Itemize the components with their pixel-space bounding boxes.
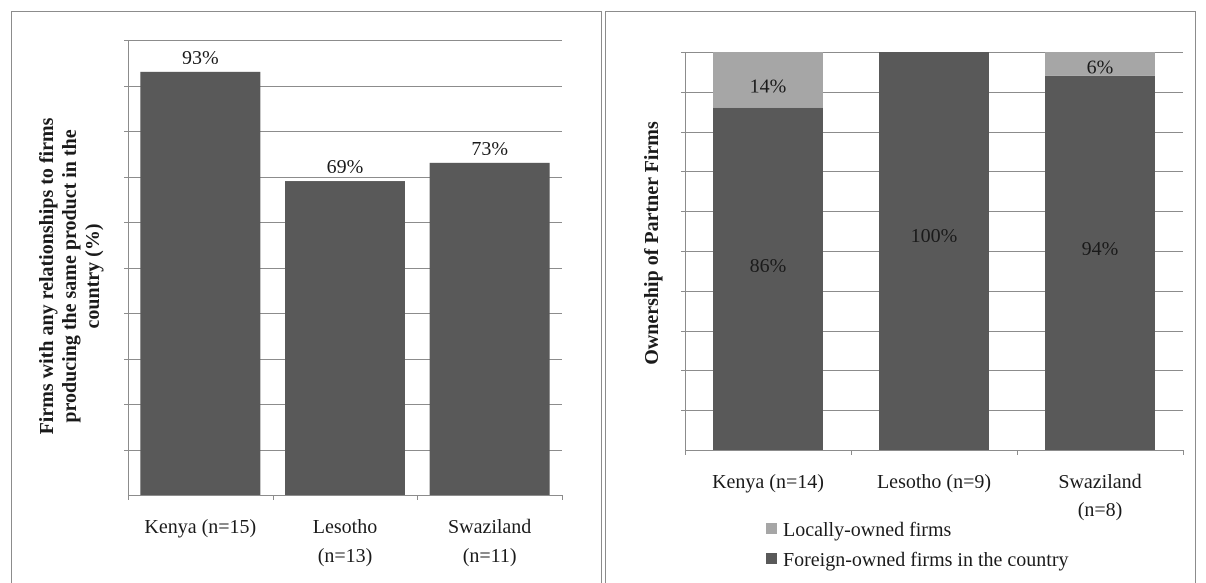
- relationships-chart: 93% Kenya (n=15) 69% Lesotho (n=13) 73% Swazil…: [11, 11, 602, 583]
- bar: [429, 162, 550, 495]
- x-tick-label: Kenya (n=14): [712, 471, 824, 493]
- x-tick-label: Lesotho (n=9): [877, 471, 991, 493]
- data-label: 69%: [327, 156, 364, 178]
- data-label: 73%: [471, 138, 508, 160]
- bar-foreign: [1045, 75, 1155, 450]
- bar-foreign: [713, 107, 823, 450]
- x-tick-label: (n=11): [463, 545, 517, 567]
- legend-swatch: [766, 523, 777, 534]
- y-axis-label: Ownership of Partner Firms: [641, 121, 663, 365]
- data-label: 100%: [911, 225, 958, 247]
- x-tick-label: (n=13): [318, 545, 373, 567]
- legend-swatch: [766, 553, 777, 564]
- data-label: 14%: [750, 75, 787, 97]
- y-axis-label-line: producing the same product in the: [59, 129, 81, 422]
- bar-local: [713, 52, 823, 108]
- y-axis-label: Firms with any relationships to firmspro…: [36, 117, 104, 434]
- x-tick-label: Swaziland: [1058, 471, 1141, 493]
- data-label: 86%: [750, 255, 787, 277]
- data-label: 94%: [1082, 238, 1119, 260]
- bar-foreign: [879, 52, 989, 450]
- x-tick-label: (n=8): [1078, 499, 1123, 521]
- legend-label: Foreign-owned firms in the country: [783, 549, 1069, 571]
- ownership-chart: 86% 14% Kenya (n=14) 100% Lesotho (n=9) 94% 6%…: [605, 11, 1196, 583]
- data-label: 93%: [182, 47, 219, 69]
- bar: [140, 71, 261, 495]
- x-tick-label: Swaziland: [448, 516, 531, 538]
- y-axis-label-line: country (%): [82, 224, 104, 329]
- x-tick-label: Kenya (n=15): [144, 516, 256, 538]
- bar-local: [1045, 52, 1155, 76]
- x-tick-label: Lesotho: [313, 516, 377, 538]
- data-label: 6%: [1087, 56, 1114, 78]
- bar: [285, 181, 405, 496]
- y-axis-label-line: Firms with any relationships to firms: [36, 117, 58, 434]
- legend-label: Locally-owned firms: [783, 519, 951, 541]
